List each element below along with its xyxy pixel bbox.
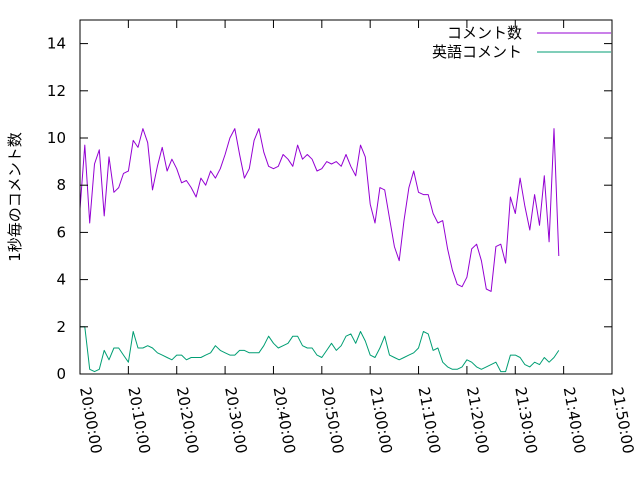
y-tick-label: 0 [56,365,66,383]
y-axis-label: 1秒毎のコメント数 [6,132,24,262]
plot-frame [79,19,613,375]
y-tick-label: 6 [56,223,66,241]
series-line-1 [79,128,560,292]
y-tick-label: 4 [56,271,66,289]
y-tick-label: 14 [47,35,66,53]
y-tick-label: 12 [47,82,66,100]
y-tick-label: 8 [56,176,66,194]
y-axis: 0 2 4 6 8 10 12 14 [47,35,612,383]
legend-label: 英語コメント [432,43,522,61]
legend-label: コメント数 [447,24,522,42]
series-line-2 [80,326,560,373]
series-layer [79,128,560,373]
y-tick-label: 2 [56,318,66,336]
y-tick-label: 10 [47,129,66,147]
